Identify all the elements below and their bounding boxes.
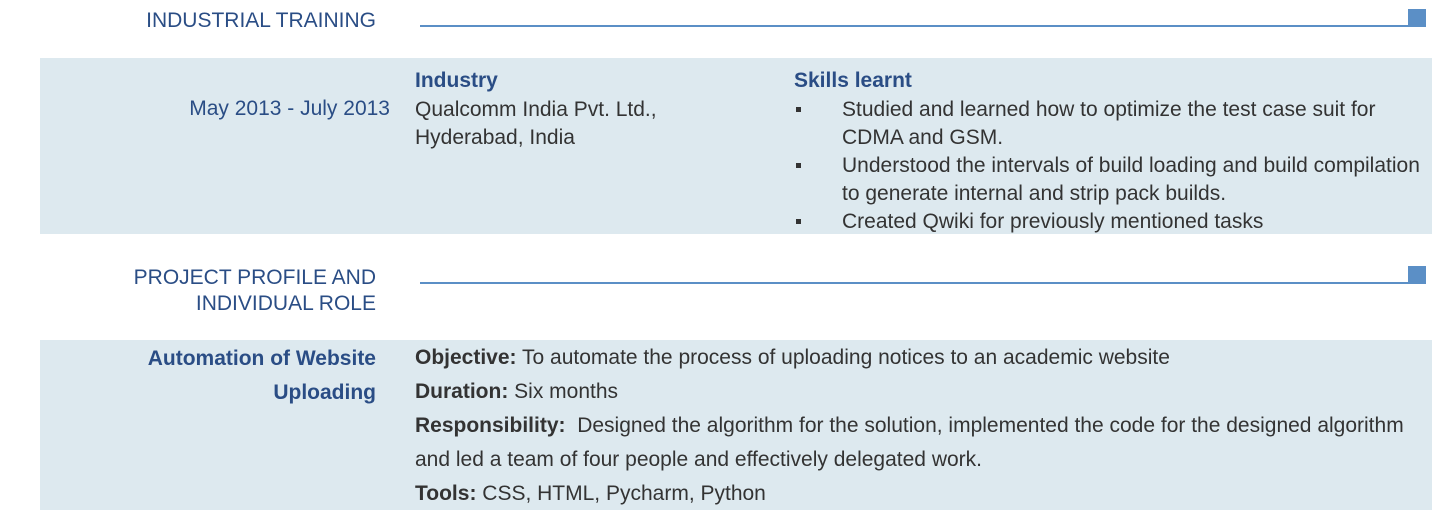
responsibility-text: Designed the algorithm for the solution,…	[415, 414, 1404, 471]
skills-heading: Skills learnt	[794, 69, 912, 92]
project-details: Objective: To automate the process of up…	[415, 341, 1440, 511]
project-band	[40, 340, 1432, 510]
section-divider-line	[420, 25, 1408, 27]
skills-list: Studied and learned how to optimize the …	[794, 96, 1434, 236]
section-title-project-profile: PROJECT PROFILE AND INDIVIDUAL ROLE	[36, 265, 376, 317]
industry-heading: Industry	[415, 69, 498, 92]
duration-label: Duration:	[415, 380, 509, 403]
objective-text: To automate the process of uploading not…	[522, 346, 1170, 369]
square-bullet-icon	[796, 163, 801, 168]
list-item: Studied and learned how to optimize the …	[794, 96, 1434, 152]
square-bullet-icon	[796, 107, 801, 112]
section-title-line-2: INDIVIDUAL ROLE	[195, 292, 376, 315]
company-line-1: Qualcomm India Pvt. Ltd.,	[415, 98, 657, 121]
skill-text: Created Qwiki for previously mentioned t…	[842, 210, 1264, 233]
tools-row: Tools: CSS, HTML, Pycharm, Python	[415, 477, 1440, 511]
responsibility-row: Responsibility: Designed the algorithm f…	[415, 409, 1440, 477]
duration-text: Six months	[514, 380, 619, 403]
objective-row: Objective: To automate the process of up…	[415, 341, 1440, 375]
project-name: Automation of Website Uploading	[36, 342, 376, 410]
training-date-range: May 2013 - July 2013	[189, 97, 390, 120]
training-band	[40, 58, 1432, 234]
square-bullet-icon	[796, 219, 801, 224]
skill-text: Studied and learned how to optimize the …	[842, 98, 1376, 149]
section-divider-square	[1408, 266, 1426, 284]
section-divider-square	[1408, 9, 1426, 27]
skill-text: Understood the intervals of build loadin…	[842, 154, 1420, 205]
responsibility-label: Responsibility:	[415, 414, 566, 437]
project-name-line-1: Automation of Website	[147, 347, 376, 370]
tools-label: Tools:	[415, 482, 477, 505]
objective-label: Objective:	[415, 346, 517, 369]
section-title-line-1: PROJECT PROFILE AND	[133, 266, 376, 289]
project-name-line-2: Uploading	[273, 381, 376, 404]
duration-row: Duration: Six months	[415, 375, 1440, 409]
company-line-2: Hyderabad, India	[415, 126, 575, 149]
tools-text: CSS, HTML, Pycharm, Python	[482, 482, 766, 505]
list-item: Created Qwiki for previously mentioned t…	[794, 208, 1434, 236]
list-item: Understood the intervals of build loadin…	[794, 152, 1434, 208]
section-title-industrial-training: INDUSTRIAL TRAINING	[146, 9, 376, 32]
section-divider-line	[420, 282, 1408, 284]
company-name: Qualcomm India Pvt. Ltd., Hyderabad, Ind…	[415, 96, 775, 152]
